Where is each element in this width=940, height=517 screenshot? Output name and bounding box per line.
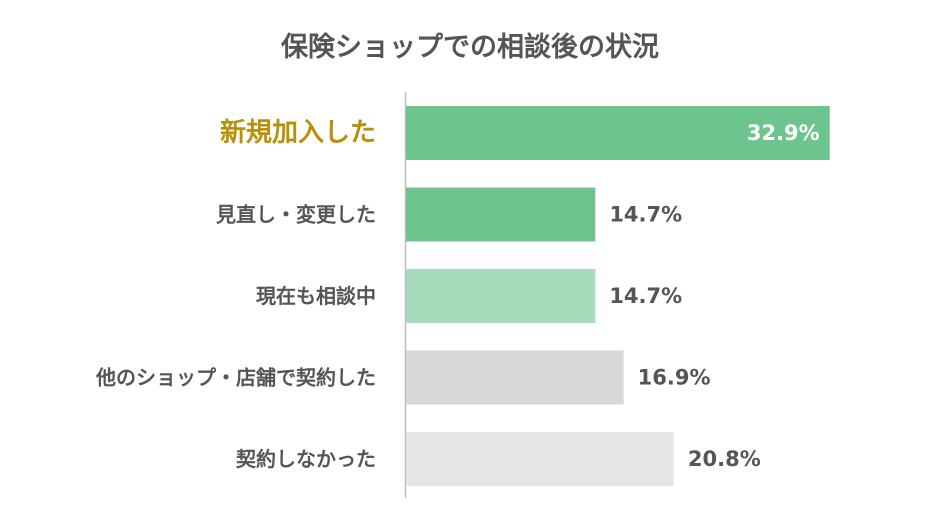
bar-5 [406, 432, 674, 486]
category-label-1: 新規加入した [220, 117, 376, 148]
chart-title: 保険ショップでの相談後の状況 [280, 31, 659, 63]
category-labels: 新規加入した見直し・変更した現在も相談中他のショップ・店舗で契約した契約しなかっ… [95, 117, 376, 471]
bar-2 [406, 187, 596, 242]
category-label-3: 現在も相談中 [256, 284, 376, 308]
value-label-5: 20.8% [688, 447, 761, 471]
bar-3 [406, 269, 596, 323]
value-labels: 32.9% 14.7% 14.7% 16.9% 20.8% [609, 121, 819, 471]
bar-1 [406, 106, 830, 160]
category-label-5: 契約しなかった [235, 447, 376, 471]
bar-4 [406, 350, 624, 405]
value-label-3: 14.7% [609, 284, 682, 308]
value-label-1: 32.9% [747, 121, 820, 145]
bars-group [406, 106, 830, 486]
category-label-2: 見直し・変更した [216, 203, 376, 227]
value-label-4: 16.9% [638, 366, 711, 390]
category-label-4: 他のショップ・店舗で契約した [95, 366, 376, 390]
value-label-2: 14.7% [609, 203, 682, 227]
